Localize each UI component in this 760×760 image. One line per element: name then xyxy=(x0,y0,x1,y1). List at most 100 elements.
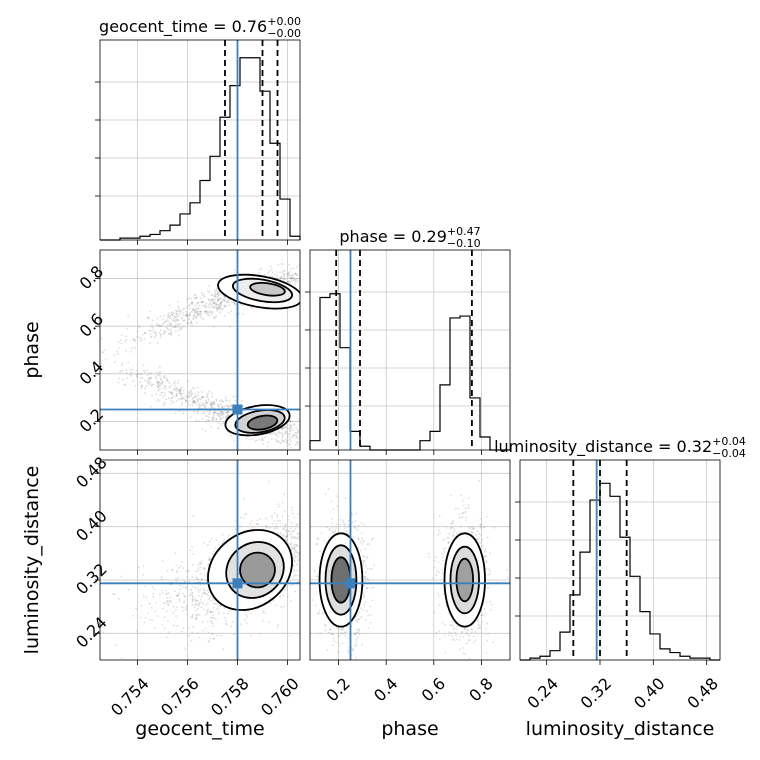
sample-point xyxy=(212,403,215,406)
sample-point xyxy=(198,312,201,315)
sample-point xyxy=(287,281,290,284)
sample-point xyxy=(170,334,173,336)
sample-point xyxy=(156,322,159,325)
sample-point xyxy=(159,334,162,336)
sample-point xyxy=(352,536,355,539)
sample-point xyxy=(219,298,221,300)
sample-point xyxy=(209,637,212,640)
sample-point xyxy=(175,394,178,397)
sample-point xyxy=(206,312,209,314)
sample-point xyxy=(188,594,191,597)
sample-point xyxy=(73,334,75,336)
sample-point xyxy=(219,604,221,607)
sample-point xyxy=(151,319,154,322)
sample-point xyxy=(306,272,308,274)
sample-point xyxy=(163,375,166,377)
sample-point xyxy=(121,364,123,366)
sample-point xyxy=(206,544,209,546)
sample-point xyxy=(293,529,296,532)
sample-point xyxy=(205,402,208,405)
sample-point xyxy=(291,429,294,431)
sample-point xyxy=(206,395,209,398)
sample-point xyxy=(160,391,163,394)
sample-point xyxy=(204,430,207,433)
sample-point xyxy=(196,602,199,605)
sample-point xyxy=(161,591,164,594)
sample-point xyxy=(206,609,208,612)
sample-point xyxy=(123,383,125,386)
sample-point xyxy=(351,521,354,523)
sample-point xyxy=(261,438,264,441)
sample-point xyxy=(161,623,164,626)
sample-point xyxy=(278,506,280,508)
sample-point xyxy=(131,368,134,371)
sample-point xyxy=(301,533,303,535)
sample-point xyxy=(175,318,177,321)
sample-point xyxy=(199,563,202,565)
sample-point xyxy=(151,619,153,622)
sample-point xyxy=(264,436,266,439)
sample-point xyxy=(162,333,165,335)
sample-point xyxy=(331,263,333,265)
sample-point xyxy=(291,506,294,509)
sample-point xyxy=(239,303,242,306)
sample-point xyxy=(233,302,236,305)
sample-point xyxy=(190,389,193,391)
sample-point xyxy=(301,269,303,271)
sample-point xyxy=(453,639,456,642)
sample-point xyxy=(170,583,173,586)
sample-point xyxy=(290,600,292,602)
sample-point xyxy=(486,639,489,642)
sample-point xyxy=(303,543,305,545)
sample-point xyxy=(191,301,194,304)
sample-point xyxy=(175,313,177,316)
sample-point xyxy=(192,400,195,403)
sample-point xyxy=(330,632,332,635)
sample-point xyxy=(159,381,162,384)
sample-point xyxy=(362,564,365,567)
sample-point xyxy=(363,594,366,597)
sample-point xyxy=(167,316,169,319)
sample-point xyxy=(288,443,291,446)
sample-point xyxy=(314,568,316,570)
sample-point xyxy=(227,298,230,301)
sample-point xyxy=(196,614,198,617)
sample-point xyxy=(192,625,194,628)
sample-point xyxy=(178,309,181,312)
sample-point xyxy=(221,533,224,536)
sample-point xyxy=(174,552,177,555)
sample-point xyxy=(96,354,98,356)
sample-point xyxy=(295,569,298,572)
sample-point xyxy=(295,574,297,577)
sample-point xyxy=(170,399,173,402)
sample-point xyxy=(186,314,188,317)
sample-point xyxy=(228,610,231,612)
sample-point xyxy=(187,317,190,320)
sample-point xyxy=(316,575,319,578)
sample-point xyxy=(250,519,253,522)
sample-point xyxy=(211,294,214,297)
sample-point xyxy=(342,528,344,530)
sample-point xyxy=(307,285,309,287)
sample-point xyxy=(306,266,308,268)
sample-point xyxy=(506,568,509,571)
sample-point xyxy=(304,276,306,278)
sample-point xyxy=(294,527,297,530)
sample-point xyxy=(345,530,348,533)
sample-point xyxy=(441,568,443,571)
sample-point xyxy=(158,366,161,369)
sample-point xyxy=(301,281,303,283)
sample-point xyxy=(161,589,163,591)
sample-point xyxy=(197,313,200,316)
sample-point xyxy=(199,588,202,591)
sample-point xyxy=(265,525,267,527)
sample-point xyxy=(286,445,289,448)
sample-point xyxy=(466,628,469,631)
sample-point xyxy=(482,526,485,529)
sample-point xyxy=(203,295,206,298)
sample-point xyxy=(296,443,299,446)
sample-point xyxy=(282,528,285,530)
sample-point xyxy=(102,351,105,354)
title-upper: +0.00 xyxy=(267,15,301,28)
sample-point xyxy=(134,384,137,387)
